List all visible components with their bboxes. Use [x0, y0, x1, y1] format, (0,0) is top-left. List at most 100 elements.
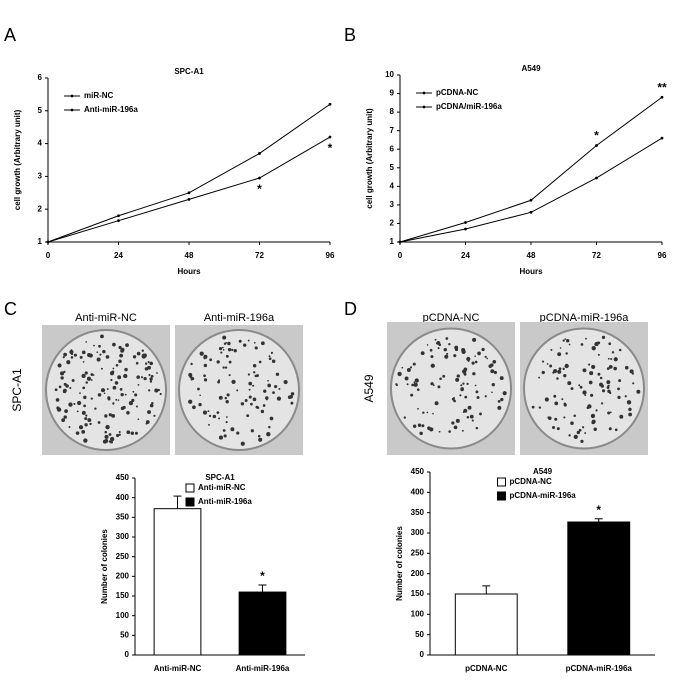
colony	[62, 356, 65, 359]
colony	[624, 395, 627, 398]
colony	[451, 421, 455, 425]
colony	[593, 427, 597, 431]
colony	[83, 395, 87, 400]
colony	[474, 384, 477, 387]
colony	[587, 404, 592, 409]
colony	[252, 397, 257, 402]
colony	[143, 377, 147, 381]
legend-label: Anti-miR-196a	[198, 497, 252, 506]
colony	[85, 381, 88, 384]
colony	[90, 397, 93, 400]
colony	[260, 409, 265, 414]
colony	[597, 372, 601, 376]
legend-label: pCDNA-NC	[436, 88, 478, 97]
colony	[582, 390, 587, 395]
point-marker	[117, 219, 120, 223]
colony	[475, 390, 479, 394]
legend-swatch	[497, 477, 506, 487]
legend-label: pCDNA-NC	[510, 477, 552, 486]
colony	[453, 399, 456, 403]
colony	[608, 342, 612, 346]
side-label: SPC-A1	[10, 368, 24, 412]
colony	[236, 431, 240, 435]
colony	[283, 379, 288, 385]
colony	[591, 420, 595, 425]
colony	[128, 400, 134, 406]
colony	[244, 399, 248, 402]
colony	[123, 375, 126, 378]
y-axis-label: Number of colonies	[395, 526, 404, 601]
legend-swatch	[497, 491, 506, 501]
colony	[266, 432, 271, 437]
dish	[45, 329, 167, 451]
colony	[147, 410, 151, 414]
colony	[547, 416, 552, 420]
colony	[267, 379, 269, 382]
y-tick-label: 3	[38, 172, 43, 181]
colony	[92, 374, 95, 376]
colony	[419, 431, 423, 436]
colony	[104, 430, 107, 434]
colony	[455, 418, 460, 423]
colony	[68, 426, 71, 428]
colony	[118, 433, 121, 436]
x-tick-label: 48	[527, 251, 536, 260]
panel-letter: B	[344, 25, 356, 45]
y-tick-label: 10	[385, 70, 394, 79]
colony	[584, 432, 587, 434]
colony	[236, 389, 239, 392]
colony	[222, 335, 227, 340]
colony	[563, 416, 566, 419]
colony	[538, 406, 542, 409]
colony	[554, 417, 558, 421]
colony	[443, 347, 447, 352]
colony	[256, 374, 259, 378]
colony	[83, 438, 88, 443]
colony	[119, 353, 124, 358]
colony	[112, 385, 117, 390]
colony	[230, 427, 235, 432]
colony	[258, 437, 263, 442]
colony	[124, 367, 128, 372]
colony	[491, 391, 493, 394]
colony	[87, 353, 92, 358]
x-tick-label: 96	[326, 251, 335, 260]
colony	[105, 355, 110, 359]
colony	[217, 380, 220, 384]
colony	[420, 351, 425, 356]
colony	[246, 414, 250, 418]
colony	[141, 349, 144, 352]
point-marker	[529, 198, 533, 202]
colony	[147, 361, 150, 364]
colony	[474, 355, 476, 358]
x-tick-label: 48	[185, 251, 194, 260]
colony	[274, 384, 278, 389]
colony	[474, 360, 478, 364]
colony	[149, 403, 154, 408]
colony	[561, 398, 564, 401]
colony	[426, 411, 429, 414]
colony	[224, 396, 228, 400]
colony	[499, 376, 504, 381]
colony	[467, 405, 472, 410]
colony	[290, 401, 294, 405]
colony	[159, 392, 162, 396]
colony	[462, 382, 465, 385]
colony	[115, 433, 120, 438]
colony	[190, 378, 193, 381]
bar	[153, 508, 202, 656]
y-tick-label: 300	[116, 532, 130, 541]
colony	[588, 363, 591, 366]
colony	[76, 410, 79, 413]
y-tick-label: 3	[390, 200, 395, 209]
panel-letter: A	[4, 25, 16, 45]
colony	[62, 389, 67, 394]
colony	[105, 424, 110, 430]
colony	[104, 414, 108, 418]
colony	[270, 351, 274, 354]
colony	[68, 402, 73, 407]
colony	[484, 355, 487, 358]
point-marker	[187, 197, 191, 201]
colony	[228, 374, 231, 377]
colony	[76, 400, 82, 406]
